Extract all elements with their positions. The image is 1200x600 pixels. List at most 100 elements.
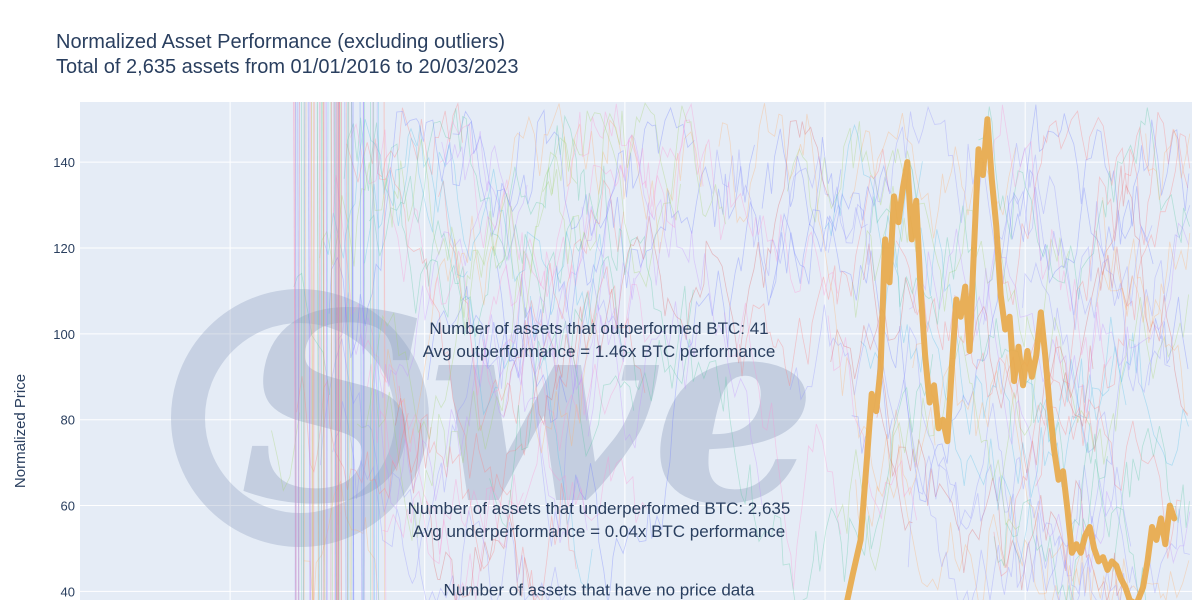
asset-line xyxy=(368,108,585,314)
y-tick-label: 100 xyxy=(53,327,75,342)
asset-line xyxy=(356,192,514,440)
asset-line xyxy=(1095,230,1133,307)
asset-line xyxy=(786,121,1070,348)
asset-line xyxy=(496,106,695,362)
annotation-text: Number of assets that have no price data xyxy=(444,581,755,600)
asset-line xyxy=(373,101,375,600)
asset-line xyxy=(571,136,842,600)
asset-line xyxy=(330,101,333,600)
grid-layer xyxy=(80,102,1192,600)
y-tick-label: 40 xyxy=(61,584,75,599)
asset-line xyxy=(998,110,1189,305)
asset-line xyxy=(460,295,518,416)
asset-line xyxy=(337,101,340,600)
asset-line xyxy=(376,101,378,600)
asset-line xyxy=(1068,316,1127,435)
plot-background xyxy=(80,102,1192,600)
asset-line xyxy=(347,101,350,600)
asset-line xyxy=(307,101,311,600)
asset-line xyxy=(903,380,1133,600)
asset-line xyxy=(739,148,890,386)
asset-line xyxy=(426,500,535,600)
asset-line xyxy=(303,480,380,600)
asset-line xyxy=(978,106,1190,300)
asset-line xyxy=(420,246,469,336)
series-layer xyxy=(844,116,1178,600)
asset-line xyxy=(325,101,328,600)
asset-line xyxy=(876,405,913,532)
y-tick-label: 60 xyxy=(61,499,75,514)
asset-line xyxy=(322,101,325,600)
asset-line xyxy=(1007,119,1190,284)
watermark-ring xyxy=(171,289,429,547)
asset-line xyxy=(298,101,300,600)
chart-subtitle: Total of 2,635 assets from 01/01/2016 to… xyxy=(56,56,519,78)
asset-line xyxy=(359,101,363,600)
asset-line xyxy=(1102,197,1191,328)
asset-line xyxy=(542,102,726,264)
asset-line xyxy=(317,101,321,600)
asset-line xyxy=(427,285,567,424)
asset-line xyxy=(310,101,314,600)
asset-line xyxy=(332,101,336,600)
asset-line xyxy=(351,101,355,600)
asset-line xyxy=(489,320,635,528)
asset-line xyxy=(530,295,593,590)
asset-line xyxy=(349,102,704,396)
asset-line xyxy=(1022,261,1190,597)
asset-line xyxy=(333,101,337,600)
asset-line xyxy=(789,304,1132,569)
y-tick-label: 80 xyxy=(61,413,75,428)
asset-line xyxy=(293,272,330,395)
asset-line xyxy=(983,187,1171,394)
asset-line xyxy=(863,243,1124,600)
asset-line xyxy=(302,101,306,600)
asset-line xyxy=(993,126,1151,577)
asset-line xyxy=(837,335,1020,572)
asset-line xyxy=(370,180,588,544)
asset-line xyxy=(384,103,707,444)
asset-line xyxy=(348,101,351,600)
asset-line xyxy=(330,101,332,600)
asset-line xyxy=(309,101,312,600)
asset-line xyxy=(441,131,528,261)
asset-line xyxy=(532,313,597,454)
asset-line xyxy=(294,101,298,600)
asset-line xyxy=(367,363,524,600)
asset-line xyxy=(322,101,325,600)
chart-title-block: Normalized Asset Performance (excluding … xyxy=(56,30,519,80)
asset-line xyxy=(761,128,891,252)
asset-line xyxy=(587,202,661,437)
asset-line xyxy=(344,101,347,600)
annotation-text: Avg outperformance = 1.46x BTC performan… xyxy=(423,342,776,361)
asset-line xyxy=(438,179,625,431)
asset-line xyxy=(1112,426,1190,572)
asset-line xyxy=(337,101,341,600)
asset-line xyxy=(346,102,463,183)
annotation-text: Number of assets that underperformed BTC… xyxy=(408,499,791,518)
asset-line xyxy=(452,109,755,289)
asset-line xyxy=(338,101,341,600)
asset-line xyxy=(311,101,313,600)
asset-line xyxy=(337,101,340,600)
asset-line xyxy=(991,104,1112,372)
y-tick-label: 120 xyxy=(53,241,75,256)
asset-line xyxy=(334,101,336,600)
asset-line xyxy=(293,101,297,600)
asset-line xyxy=(870,196,1147,600)
annotation-text: Avg underperformance = 0.04x BTC perform… xyxy=(413,522,785,541)
asset-line xyxy=(297,101,300,600)
asset-line xyxy=(997,294,1189,502)
watermark-text: Swe xyxy=(240,257,817,562)
asset-line xyxy=(317,101,320,600)
asset-line xyxy=(908,228,1114,577)
asset-line xyxy=(382,420,648,565)
asset-line xyxy=(363,101,366,600)
asset-line xyxy=(830,277,916,380)
asset-line xyxy=(316,101,319,600)
asset-line xyxy=(724,302,842,590)
annotation-text: Number of assets that outperformed BTC: … xyxy=(429,319,768,338)
watermark-logo: Swe xyxy=(171,257,817,562)
asset-line xyxy=(1059,165,1188,416)
asset-line xyxy=(303,101,307,600)
